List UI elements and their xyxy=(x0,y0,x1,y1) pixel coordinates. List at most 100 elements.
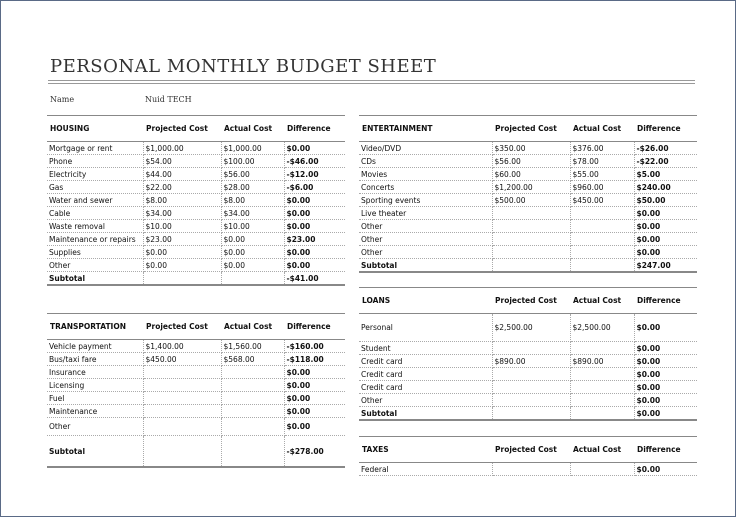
cell: $34.00 xyxy=(143,206,222,220)
cell: $0.00 xyxy=(634,462,697,476)
cell xyxy=(570,258,635,273)
cell xyxy=(221,435,285,468)
column-header: Actual Cost xyxy=(570,115,634,142)
cell: $0.00 xyxy=(634,341,697,355)
cell: $0.00 xyxy=(284,219,345,233)
cell: $2,500.00 xyxy=(492,313,571,342)
cell: Credit card xyxy=(359,380,493,394)
cell: $28.00 xyxy=(221,180,285,194)
column-header: Projected Cost xyxy=(143,313,221,340)
table: TRANSPORTATION Projected Cost Actual Cost D… xyxy=(47,313,345,468)
cell xyxy=(492,245,571,259)
cell: -$22.00 xyxy=(634,154,697,168)
name-value: Nuid TECH xyxy=(145,95,192,104)
cell xyxy=(492,341,571,355)
table-row: Subtotal $0.00 xyxy=(359,406,697,421)
column-header: Actual Cost xyxy=(570,436,634,463)
cell: $23.00 xyxy=(284,232,345,246)
table-row: Mortgage or rent $1,000.00 $1,000.00 $0.00 xyxy=(47,141,345,155)
cell xyxy=(570,367,635,381)
cell: Bus/taxi fare xyxy=(47,352,144,366)
table: TAXES Projected Cost Actual Cost Difference… xyxy=(359,436,697,476)
table-row: Supplies $0.00 $0.00 $0.00 xyxy=(47,245,345,259)
cell: Subtotal xyxy=(359,406,493,421)
cell: $0.00 xyxy=(284,193,345,207)
table-row: Gas $22.00 $28.00 -$6.00 xyxy=(47,180,345,194)
column-header: Actual Cost xyxy=(221,115,284,142)
cell: $1,000.00 xyxy=(221,141,285,155)
column-header: Difference xyxy=(284,313,345,340)
table-body: Federal $0.00 xyxy=(359,462,697,476)
table-row: Vehicle payment $1,400.00 $1,560.00 -$160.0… xyxy=(47,339,345,353)
cell: $10.00 xyxy=(143,219,222,233)
cell: Other xyxy=(359,393,493,407)
cell: Fuel xyxy=(47,391,144,405)
header-row: ENTERTAINMENT Projected Cost Actual Cost Di… xyxy=(359,115,697,142)
cell: $450.00 xyxy=(143,352,222,366)
cell: Mortgage or rent xyxy=(47,141,144,155)
table-row: Insurance $0.00 xyxy=(47,365,345,379)
cell: -$26.00 xyxy=(634,141,697,155)
cell: $10.00 xyxy=(221,219,285,233)
cell: $0.00 xyxy=(284,378,345,392)
cell: $8.00 xyxy=(221,193,285,207)
cell: Gas xyxy=(47,180,144,194)
cell: $8.00 xyxy=(143,193,222,207)
cell xyxy=(143,365,222,379)
title-rule xyxy=(48,80,695,84)
cell: $56.00 xyxy=(492,154,571,168)
table-row: Video/DVD $350.00 $376.00 -$26.00 xyxy=(359,141,697,155)
cell: $568.00 xyxy=(221,352,285,366)
cell: $1,000.00 xyxy=(143,141,222,155)
table-row: Sporting events $500.00 $450.00 $50.00 xyxy=(359,193,697,207)
cell: Licensing xyxy=(47,378,144,392)
name-label: Name xyxy=(50,95,75,104)
cell xyxy=(492,393,571,407)
cell: Video/DVD xyxy=(359,141,493,155)
cell: $5.00 xyxy=(634,167,697,181)
cell: $0.00 xyxy=(284,206,345,220)
table-row: Electricity $44.00 $56.00 -$12.00 xyxy=(47,167,345,181)
cell: $0.00 xyxy=(284,365,345,379)
cell xyxy=(492,232,571,246)
cell: $0.00 xyxy=(634,206,697,220)
column-header: Projected Cost xyxy=(492,436,570,463)
cell: $500.00 xyxy=(492,193,571,207)
table-row: Phone $54.00 $100.00 -$46.00 xyxy=(47,154,345,168)
table-row: Subtotal -$41.00 xyxy=(47,271,345,286)
table-row: Waste removal $10.00 $10.00 $0.00 xyxy=(47,219,345,233)
cell: $0.00 xyxy=(221,258,285,272)
table-row: Other $0.00 $0.00 $0.00 xyxy=(47,258,345,272)
cell: $450.00 xyxy=(570,193,635,207)
table-row: Credit card $0.00 xyxy=(359,367,697,381)
table-row: Bus/taxi fare $450.00 $568.00 -$118.00 xyxy=(47,352,345,366)
cell: Other xyxy=(359,245,493,259)
cell: $22.00 xyxy=(143,180,222,194)
cell xyxy=(221,378,285,392)
budget-table: HOUSING Projected Cost Actual Cost Differen… xyxy=(47,115,345,286)
cell xyxy=(143,378,222,392)
cell: $1,560.00 xyxy=(221,339,285,353)
cell: $0.00 xyxy=(634,367,697,381)
cell: $0.00 xyxy=(634,313,697,342)
cell: -$118.00 xyxy=(284,352,345,366)
table-row: Credit card $890.00 $890.00 $0.00 xyxy=(359,354,697,368)
cell: $78.00 xyxy=(570,154,635,168)
cell xyxy=(492,206,571,220)
cell xyxy=(492,462,571,476)
cell xyxy=(221,391,285,405)
column-header: Projected Cost xyxy=(492,115,570,142)
cell: $56.00 xyxy=(221,167,285,181)
cell xyxy=(143,435,222,468)
table-row: Other $0.00 xyxy=(47,417,345,436)
cell: $0.00 xyxy=(634,380,697,394)
table-row: Other $0.00 xyxy=(359,393,697,407)
table-title: TRANSPORTATION xyxy=(47,313,143,340)
cell: $50.00 xyxy=(634,193,697,207)
cell: $247.00 xyxy=(634,258,697,273)
cell xyxy=(221,365,285,379)
cell: Personal xyxy=(359,313,493,342)
cell xyxy=(492,258,571,273)
header-row: TAXES Projected Cost Actual Cost Difference xyxy=(359,436,697,463)
cell: Other xyxy=(359,219,493,233)
